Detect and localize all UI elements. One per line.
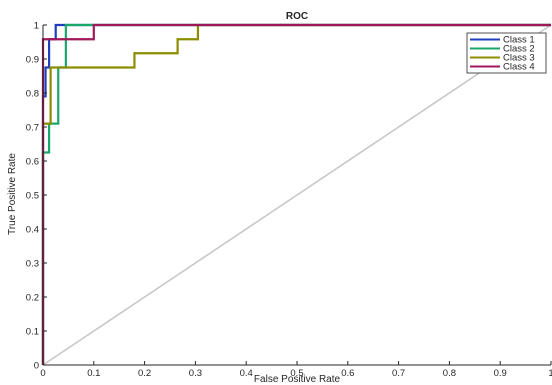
ticks-layer: 0 0.1 0.2 0.3 0.4 0.5 0.6 0.7 0.8 0.9 1 0 0.1 0.2 0.3 0… [26,21,552,380]
x-tick-label: 0.3 [189,368,202,379]
x-tick-label: 0.9 [494,368,507,379]
chart-title: ROC [286,11,308,22]
y-tick-label: 0 [34,361,39,372]
series-layer [41,23,552,366]
diagonal-reference-line [42,24,552,366]
y-tick-label: 0.3 [26,259,39,270]
y-tick-label: 0.4 [26,225,39,236]
legend-label-class-1: Class 1 [503,35,535,46]
x-tick-label: 0.1 [87,368,100,379]
y-tick-label: 0.9 [26,55,39,66]
y-tick-label: 0.1 [26,327,39,338]
x-axis-label: False Positive Rate [254,374,341,385]
legend-label-class-3: Class 3 [503,53,535,64]
x-tick-label: 0.6 [341,368,354,379]
x-tick-label: 0.8 [443,368,456,379]
x-tick-label: 0 [40,368,45,379]
y-tick-label: 0.7 [26,123,39,134]
y-tick-label: 1 [34,21,39,32]
y-tick-label: 0.5 [26,191,39,202]
y-tick-label: 0.2 [26,293,39,304]
x-tick-label: 0.5 [290,368,303,379]
x-tick-label: 0.7 [392,368,405,379]
legend-label-class-2: Class 2 [503,44,535,55]
x-tick-label: 0.4 [240,368,253,379]
x-tick-label: 0.2 [138,368,151,379]
series-line-class-3 [41,23,551,365]
y-tick-label: 0.8 [26,89,39,100]
y-tick-label: 0.6 [26,157,39,168]
y-axis-label: True Positive Rate [7,153,18,235]
legend-label-class-4: Class 4 [503,62,535,73]
x-tick-label: 1 [548,368,552,379]
